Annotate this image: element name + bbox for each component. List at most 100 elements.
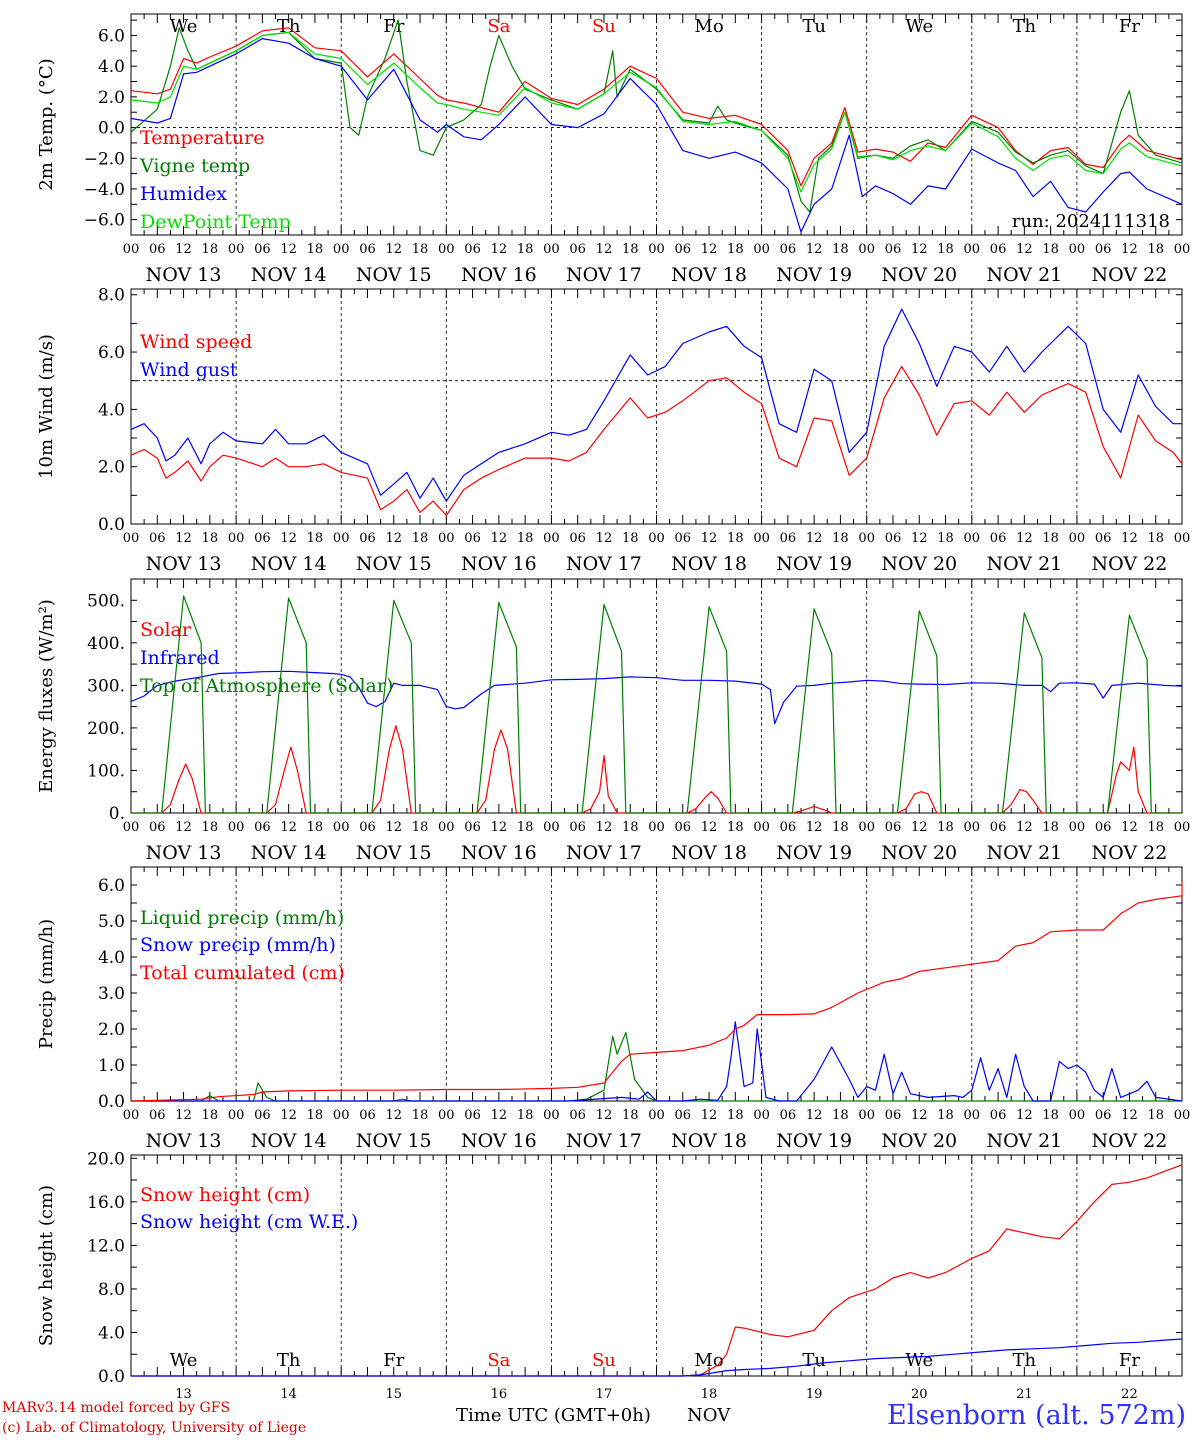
date-label: NOV 19	[776, 553, 852, 575]
day-number: 17	[596, 1387, 613, 1402]
hour-tick-label: 00	[543, 531, 560, 546]
date-label: NOV 20	[881, 1130, 957, 1152]
hour-tick-label: 18	[937, 1108, 954, 1123]
date-label: NOV 14	[251, 264, 327, 286]
hour-tick-label: 12	[596, 242, 613, 257]
hour-tick-label: 18	[622, 1108, 639, 1123]
legend-entry: Humidex	[140, 183, 227, 205]
hour-tick-label: 06	[569, 531, 586, 546]
hour-tick-label: 00	[123, 1108, 140, 1123]
y-tick-label: 0.	[109, 804, 125, 824]
hour-tick-label: 18	[412, 242, 429, 257]
y-tick-label: 0.0	[98, 1092, 125, 1112]
y-axis-label: 10m Wind (m/s)	[36, 334, 57, 479]
hour-tick-label: 00	[123, 820, 140, 835]
hour-tick-label: 12	[911, 820, 928, 835]
hour-tick-label: 06	[1095, 531, 1112, 546]
hour-tick-label: 06	[254, 242, 271, 257]
date-label: NOV 14	[251, 553, 327, 575]
hour-tick-label: 00	[964, 1108, 981, 1123]
date-label: NOV 15	[356, 842, 432, 864]
y-tick-label: 0.0	[98, 1367, 125, 1387]
day-number: 14	[280, 1387, 297, 1402]
hour-tick-label: 12	[385, 242, 402, 257]
run-annotation: run: 2024111318	[1012, 211, 1170, 232]
hour-tick-label: 00	[543, 820, 560, 835]
hour-tick-label: 06	[780, 1108, 797, 1123]
day-name: Sa	[487, 16, 510, 37]
hour-tick-label: 18	[517, 242, 534, 257]
y-tick-label: −6.0	[84, 211, 125, 231]
model-credit: MARv3.14 model forced by GFS	[2, 1400, 231, 1416]
hour-tick-label: 00	[543, 242, 560, 257]
series-line-dewpoint-temp	[130, 31, 1183, 193]
hour-tick-label: 06	[359, 1108, 376, 1123]
y-tick-label: 8.0	[98, 286, 125, 306]
hour-tick-label: 12	[701, 820, 718, 835]
hour-tick-label: 18	[832, 820, 849, 835]
hour-tick-label: 18	[937, 531, 954, 546]
hour-tick-label: 18	[307, 242, 324, 257]
hour-tick-label: 00	[964, 242, 981, 257]
hour-tick-label: 18	[832, 1108, 849, 1123]
date-label: NOV 19	[776, 1130, 852, 1152]
hour-tick-label: 18	[1147, 242, 1164, 257]
hour-tick-label: 18	[307, 1108, 324, 1123]
date-label: NOV 17	[566, 264, 642, 286]
y-axis-label: 2m Temp. (°C)	[36, 58, 57, 190]
hour-tick-label: 18	[307, 820, 324, 835]
series-line-vigne-temp	[130, 19, 1183, 213]
hour-tick-label: 00	[858, 531, 875, 546]
hour-tick-label: 18	[832, 242, 849, 257]
date-label: NOV 22	[1092, 553, 1168, 575]
date-label: NOV 22	[1092, 1130, 1168, 1152]
series-line-wind-gust	[130, 308, 1182, 502]
hour-tick-label: 18	[412, 531, 429, 546]
day-name: Fr	[1119, 16, 1140, 37]
series-line-snow-height-cm-	[131, 1164, 1183, 1377]
day-name: We	[905, 16, 933, 37]
hour-tick-label: 00	[228, 531, 245, 546]
hour-tick-label: 12	[280, 531, 297, 546]
hour-tick-label: 06	[780, 242, 797, 257]
hour-tick-label: 12	[701, 1108, 718, 1123]
hour-tick-label: 12	[911, 1108, 928, 1123]
y-tick-label: 4.0	[98, 57, 125, 77]
hour-tick-label: 18	[1042, 531, 1059, 546]
date-label: NOV 22	[1092, 842, 1168, 864]
legend-entry: Snow precip (mm/h)	[140, 934, 336, 956]
day-number: 20	[911, 1387, 928, 1402]
hour-tick-label: 06	[569, 1108, 586, 1123]
hour-tick-label: 18	[727, 531, 744, 546]
hour-tick-label: 18	[727, 820, 744, 835]
hour-tick-label: 12	[280, 820, 297, 835]
hour-tick-label: 12	[596, 820, 613, 835]
y-tick-label: 100.	[87, 761, 125, 781]
series-line-wind-speed	[130, 365, 1183, 517]
hour-tick-label: 12	[701, 531, 718, 546]
series-line-infrared	[130, 670, 1183, 725]
hour-tick-label: 00	[438, 1108, 455, 1123]
hour-tick-label: 06	[885, 1108, 902, 1123]
hour-tick-label: 06	[149, 242, 166, 257]
y-tick-label: 2.0	[98, 88, 125, 108]
hour-tick-label: 12	[806, 531, 823, 546]
y-tick-label: 4.0	[98, 948, 125, 968]
hour-tick-label: 00	[228, 1108, 245, 1123]
hour-tick-label: 12	[491, 1108, 508, 1123]
hour-tick-label: 00	[333, 242, 350, 257]
lab-credit: (c) Lab. of Climatology, University of L…	[2, 1420, 307, 1436]
y-tick-label: 200.	[87, 719, 125, 739]
hour-tick-label: 18	[517, 531, 534, 546]
legend-entry: Wind speed	[140, 331, 252, 353]
hour-tick-label: 06	[464, 531, 481, 546]
day-name: Th	[1013, 16, 1037, 37]
date-label: NOV 18	[671, 553, 747, 575]
series-line-solar	[131, 725, 1182, 814]
hour-tick-label: 00	[228, 820, 245, 835]
station-name: Elsenborn (alt. 572m)	[887, 1400, 1186, 1431]
hour-tick-label: 18	[832, 531, 849, 546]
hour-tick-label: 06	[885, 531, 902, 546]
hour-tick-label: 18	[1147, 531, 1164, 546]
